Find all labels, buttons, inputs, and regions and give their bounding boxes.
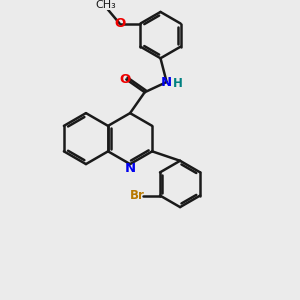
Text: Br: Br: [130, 189, 145, 202]
Text: O: O: [114, 17, 125, 30]
Text: H: H: [173, 77, 183, 90]
Text: CH₃: CH₃: [95, 0, 116, 10]
Text: N: N: [124, 162, 136, 175]
Text: N: N: [161, 76, 172, 88]
Text: O: O: [119, 73, 131, 86]
